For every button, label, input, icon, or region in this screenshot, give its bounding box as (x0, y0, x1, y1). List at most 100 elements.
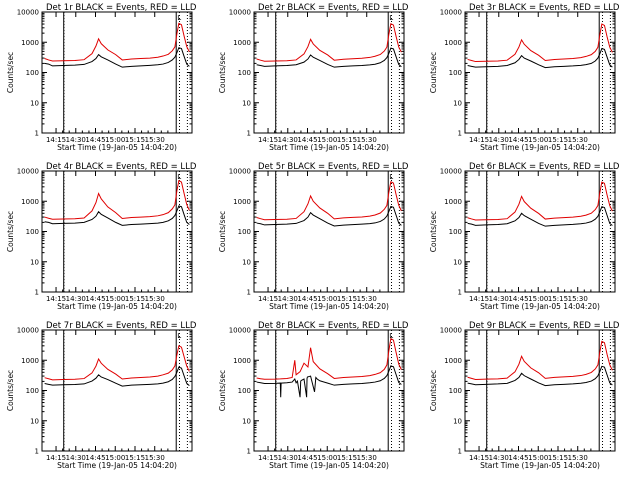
series-line-events (467, 206, 613, 227)
series-line-events (256, 205, 402, 227)
x-tick-label: 14:45 (85, 295, 105, 303)
panel-title: Det 6r BLACK = Events, RED = LLD (469, 162, 620, 172)
y-tick-label: 1000 (21, 198, 39, 206)
y-tick-label: 1 (35, 130, 39, 138)
y-axis-label: Counts/sec (6, 370, 15, 411)
y-tick-label: 1000 (21, 39, 39, 47)
y-tick-label: 10000 (229, 9, 251, 17)
panel-title: Det 4r BLACK = Events, RED = LLD (46, 162, 197, 172)
y-axis-label: Counts/sec (6, 52, 15, 93)
panel-det-2: Det 2r BLACK = Events, RED = LLD 1 10 100 10… (218, 3, 409, 152)
y-tick-label: 1000 (233, 357, 251, 365)
x-tick-label: 15:30 (357, 295, 377, 303)
x-tick-label: 15:00 (528, 454, 548, 462)
x-axis-label: Start Time (19-Jan-05 14:04:20) (269, 461, 389, 470)
panel-title: Det 3r BLACK = Events, RED = LLD (469, 3, 620, 13)
x-tick-label: 14:15 (46, 295, 66, 303)
y-tick-label: 10 (242, 258, 251, 266)
y-tick-label: 1000 (444, 39, 462, 47)
panel-title: Det 7r BLACK = Events, RED = LLD (46, 321, 197, 331)
y-tick-label: 1000 (444, 357, 462, 365)
x-tick-label: 15:15 (337, 295, 357, 303)
x-tick-label: 14:30 (278, 136, 298, 144)
x-tick-label: 14:15 (46, 454, 66, 462)
x-tick-label: 15:00 (317, 454, 337, 462)
series-line-lld (256, 181, 402, 221)
marker-annotation: L (389, 332, 393, 340)
y-tick-label: 100 (449, 69, 462, 77)
marker-annotation: L (177, 173, 181, 181)
y-tick-label: 100 (449, 228, 462, 236)
panel-det-4: Det 4r BLACK = Events, RED = LLD 1 10 100 10… (6, 162, 197, 311)
panel-title: Det 9r BLACK = Events, RED = LLD (469, 321, 620, 331)
x-axis-label: Start Time (19-Jan-05 14:04:20) (57, 461, 177, 470)
x-tick-label: 15:15 (548, 295, 568, 303)
series-line-events (467, 47, 613, 69)
y-tick-label: 10000 (229, 327, 251, 335)
series-line-events (256, 365, 402, 398)
y-tick-label: 1000 (233, 39, 251, 47)
x-tick-label: 15:15 (337, 136, 357, 144)
x-tick-label: 14:45 (508, 454, 528, 462)
series-line-events (44, 205, 190, 226)
panel-det-8: Det 8r BLACK = Events, RED = LLD 1 10 100 10… (218, 321, 409, 470)
x-tick-label: 14:45 (297, 295, 317, 303)
x-tick-label: 15:00 (105, 136, 125, 144)
y-tick-label: 100 (26, 69, 39, 77)
x-tick-label: 15:15 (548, 454, 568, 462)
y-tick-label: 10000 (17, 168, 39, 176)
x-tick-label: 15:30 (568, 136, 588, 144)
x-tick-label: 14:15 (469, 136, 489, 144)
x-tick-label: 14:30 (66, 136, 86, 144)
series-line-lld (44, 345, 190, 381)
panel-det-9: Det 9r BLACK = Events, RED = LLD 1 10 100 10… (429, 321, 620, 470)
panel-title: Det 5r BLACK = Events, RED = LLD (258, 162, 409, 172)
y-tick-label: 10000 (440, 9, 462, 17)
y-tick-label: 1 (458, 130, 462, 138)
x-axis-label: Start Time (19-Jan-05 14:04:20) (480, 461, 600, 470)
y-tick-label: 10000 (229, 168, 251, 176)
y-tick-label: 1 (247, 289, 251, 297)
x-axis-label: Start Time (19-Jan-05 14:04:20) (57, 302, 177, 311)
y-axis-label: Counts/sec (218, 370, 227, 411)
marker-annotation: L (389, 14, 393, 22)
x-tick-label: 15:15 (125, 136, 145, 144)
x-tick-label: 14:15 (258, 136, 278, 144)
panel-det-6: Det 6r BLACK = Events, RED = LLD 1 10 100 10… (429, 162, 620, 311)
series-line-lld (467, 181, 613, 221)
x-tick-label: 15:30 (145, 295, 165, 303)
y-tick-label: 10000 (17, 327, 39, 335)
y-tick-label: 10 (453, 417, 462, 425)
panel-title: Det 2r BLACK = Events, RED = LLD (258, 3, 409, 13)
y-tick-label: 1 (247, 130, 251, 138)
y-tick-label: 1000 (444, 198, 462, 206)
x-axis-label: Start Time (19-Jan-05 14:04:20) (269, 302, 389, 311)
y-tick-label: 100 (449, 387, 462, 395)
y-axis-label: Counts/sec (429, 52, 438, 93)
x-tick-label: 14:30 (489, 295, 509, 303)
marker-annotation: L (389, 173, 393, 181)
x-tick-label: 14:30 (66, 454, 86, 462)
panel-title: Det 1r BLACK = Events, RED = LLD (46, 3, 197, 13)
y-tick-label: 10 (453, 258, 462, 266)
y-tick-label: 10 (30, 417, 39, 425)
x-axis-label: Start Time (19-Jan-05 14:04:20) (57, 143, 177, 152)
y-tick-label: 1000 (233, 198, 251, 206)
x-tick-label: 14:30 (66, 295, 86, 303)
x-tick-label: 14:45 (297, 136, 317, 144)
x-tick-label: 14:45 (85, 136, 105, 144)
x-axis-label: Start Time (19-Jan-05 14:04:20) (269, 143, 389, 152)
x-tick-label: 15:30 (568, 295, 588, 303)
y-tick-label: 1000 (21, 357, 39, 365)
y-tick-label: 100 (238, 387, 251, 395)
y-tick-label: 10000 (440, 327, 462, 335)
y-tick-label: 100 (238, 228, 251, 236)
x-tick-label: 15:15 (337, 454, 357, 462)
series-line-lld (467, 340, 613, 380)
panel-title: Det 8r BLACK = Events, RED = LLD (258, 321, 409, 331)
x-tick-label: 15:30 (357, 136, 377, 144)
x-tick-label: 14:45 (85, 454, 105, 462)
x-tick-label: 14:15 (258, 454, 278, 462)
series-line-lld (256, 337, 402, 380)
